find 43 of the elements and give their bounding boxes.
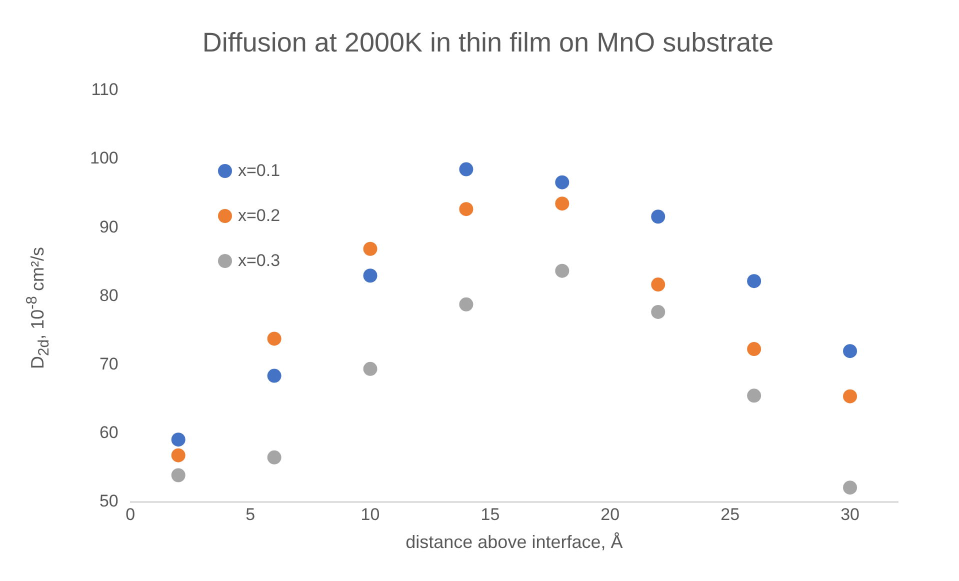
x-axis-title: distance above interface, Å xyxy=(406,532,623,552)
y-tick-label: 90 xyxy=(99,217,118,236)
point xyxy=(267,332,282,346)
y-tick-label: 70 xyxy=(99,354,118,374)
y-tick-label: 110 xyxy=(91,80,118,100)
legend-label: x=0.1 xyxy=(238,160,280,182)
point xyxy=(171,448,186,462)
point xyxy=(747,342,762,356)
point xyxy=(747,274,762,288)
point xyxy=(555,196,570,211)
point xyxy=(843,344,858,358)
y-tick-label: 100 xyxy=(90,148,118,168)
point xyxy=(651,278,666,292)
point xyxy=(555,264,570,278)
y-tick-label: 80 xyxy=(99,286,118,305)
point xyxy=(843,389,858,404)
point xyxy=(459,297,474,312)
point xyxy=(555,175,570,190)
x-tick-label: 15 xyxy=(480,504,500,524)
point xyxy=(651,210,666,224)
point xyxy=(747,388,762,403)
point xyxy=(363,268,378,283)
point xyxy=(843,480,858,495)
y-tick-label: 50 xyxy=(99,492,118,511)
point xyxy=(459,202,474,216)
x-tick-label: 10 xyxy=(360,504,380,524)
point xyxy=(171,432,186,447)
point xyxy=(363,362,378,376)
point xyxy=(171,468,186,482)
chart-title: Diffusion at 2000K in thin film on MnO substrate xyxy=(202,28,774,58)
legend-label: x=0.3 xyxy=(238,250,280,272)
x-tick-label: 0 xyxy=(126,504,136,524)
point xyxy=(363,242,378,256)
x-tick-label: 5 xyxy=(246,504,256,524)
point xyxy=(267,450,282,464)
point xyxy=(267,368,282,383)
x-tick-label: 30 xyxy=(840,504,860,524)
x-tick-label: 20 xyxy=(600,504,620,524)
legend-label: x=0.2 xyxy=(238,205,280,227)
y-tick-label: 60 xyxy=(99,423,118,442)
point xyxy=(459,162,474,176)
point xyxy=(651,304,666,319)
x-tick-label: 25 xyxy=(720,504,740,524)
